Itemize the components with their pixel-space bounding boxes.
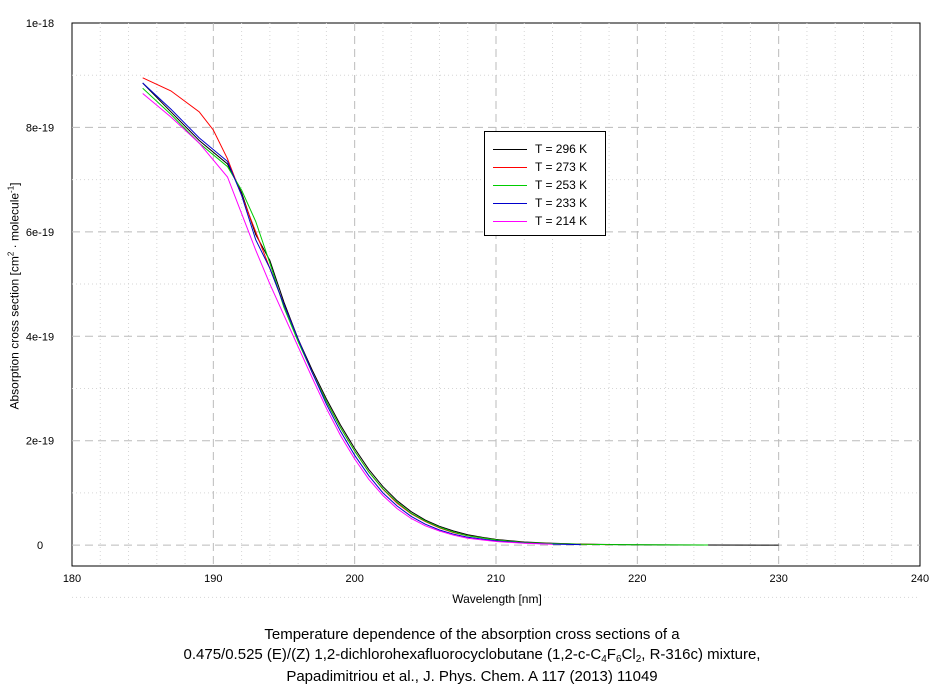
legend-swatch [493,184,527,186]
legend-label: T = 296 K [535,142,588,156]
legend-item-253k: T = 253 K [493,176,587,194]
legend-item-273k: T = 273 K [493,158,587,176]
x-tick-label: 200 [345,573,363,585]
legend-swatch [493,220,527,222]
x-axis-label: Wavelength [nm] [452,592,542,606]
caption-line-1: Temperature dependence of the absorption… [264,626,680,643]
caption-line-3: Papadimitriou et al., J. Phys. Chem. A 1… [286,668,658,685]
y-tick-label: 6e-19 [26,227,54,239]
legend-swatch [493,148,527,150]
series-lines [142,77,779,546]
legend: T = 296 K T = 273 K T = 253 K T = 233 K … [484,131,606,236]
legend-label: T = 214 K [535,214,588,228]
y-tick-label: 0 [37,540,43,552]
legend-item-296k: T = 296 K [493,140,587,158]
caption-line-2: 0.475/0.525 (E)/(Z) 1,2-dichlorohexafluo… [183,646,761,665]
legend-swatch [493,166,527,168]
y-tick-label: 4e-19 [26,331,54,343]
legend-item-214k: T = 214 K [493,212,587,230]
legend-item-233k: T = 233 K [493,194,587,212]
series-line-4 [142,93,553,545]
y-tick-label: 1e-18 [26,18,54,30]
plot-area [71,22,921,567]
y-tick-label: 2e-19 [26,436,54,448]
legend-label: T = 233 K [535,196,588,210]
y-axis-label: Absorption cross section [cm2 · molecule… [6,182,22,410]
y-tick-label: 8e-19 [26,122,54,134]
legend-swatch [493,202,527,204]
x-tick-label: 220 [628,573,646,585]
series-line-3 [142,82,581,546]
x-tick-label: 180 [63,573,81,585]
x-tick-label: 230 [769,573,787,585]
legend-label: T = 253 K [535,178,588,192]
axis-ticks: 180 190 200 210 220 230 240 0 2e-19 4e-19 6e-19 8e-… [26,18,929,585]
x-tick-label: 240 [911,573,929,585]
x-tick-label: 190 [204,573,222,585]
x-tick-label: 210 [487,573,505,585]
legend-label: T = 273 K [535,160,588,174]
